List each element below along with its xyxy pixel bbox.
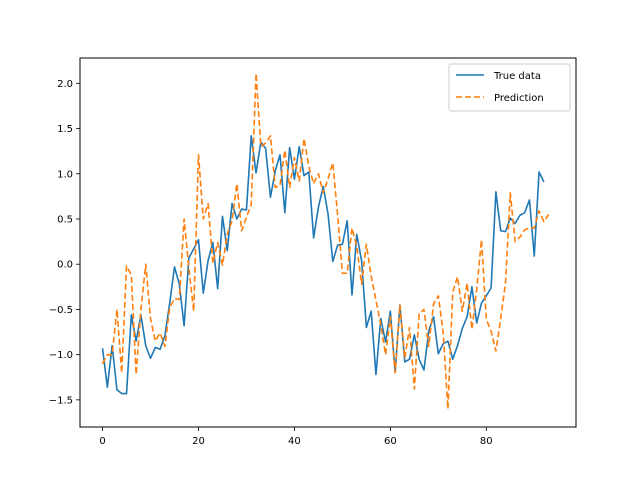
- x-tick-label: 20: [192, 436, 205, 447]
- y-tick-label: 1.5: [57, 124, 73, 135]
- y-tick-label: −1.5: [49, 395, 73, 406]
- x-tick-label: 40: [288, 436, 301, 447]
- plot-area: [80, 58, 576, 427]
- series-line-true-data: [101, 134, 545, 395]
- series-line-prediction: [101, 72, 550, 410]
- x-tick-label: 60: [384, 436, 397, 447]
- y-tick-label: 2.0: [57, 79, 73, 90]
- plot-frame: [79, 57, 577, 428]
- series-layer: [101, 72, 550, 410]
- x-axis: 0 20 40 60 80: [99, 427, 493, 447]
- x-tick-label: 80: [480, 436, 493, 447]
- legend: True data Prediction: [448, 63, 571, 112]
- y-tick-label: 1.0: [57, 169, 73, 180]
- y-tick-label: −0.5: [49, 305, 73, 316]
- x-tick-label: 0: [99, 436, 105, 447]
- legend-label-prediction: Prediction: [494, 93, 544, 104]
- y-tick-label: −1.0: [49, 350, 73, 361]
- y-tick-label: 0.0: [57, 260, 73, 271]
- y-tick-label: 0.5: [57, 214, 73, 225]
- legend-label-true-data: True data: [493, 71, 541, 82]
- y-axis: −1.5 −1.0 −0.5 0.0 0.5 1.0 1.5 2.0: [49, 79, 80, 406]
